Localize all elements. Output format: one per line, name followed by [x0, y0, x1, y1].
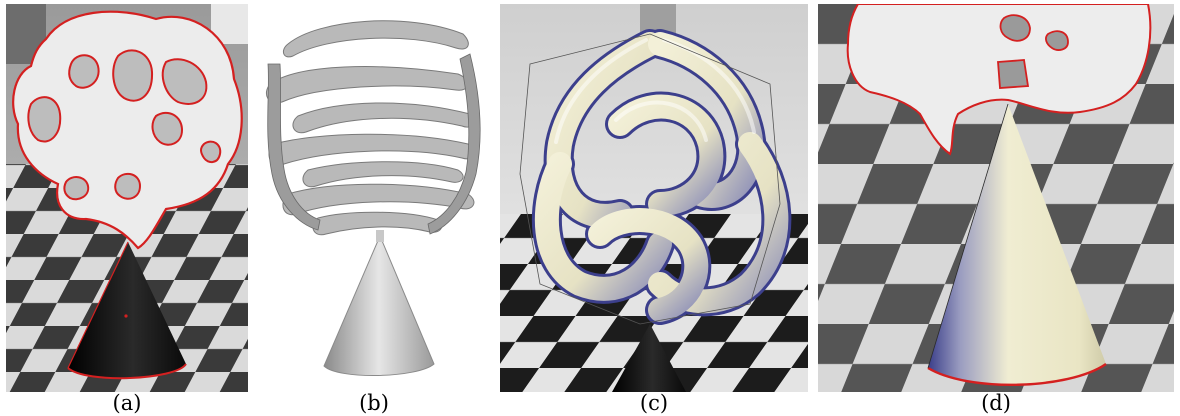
caption-b: (b) — [359, 391, 389, 415]
panel-b-reconstructed-mesh — [258, 4, 490, 392]
panel-a-photo-sculpture-contour — [6, 4, 248, 392]
panel-c-tube-render — [500, 4, 808, 392]
cone-dark — [612, 324, 686, 392]
sculpture-hole — [27, 96, 62, 143]
panel-d-image — [818, 4, 1174, 392]
sculpture-hole — [68, 54, 100, 89]
mesh-band — [302, 161, 464, 188]
sculpture-hole — [112, 49, 154, 102]
panel-c-image — [500, 4, 808, 392]
mesh-band — [292, 102, 475, 134]
sculpture-hole — [1045, 30, 1069, 51]
sculpture-hole — [63, 176, 90, 201]
mesh-band — [282, 20, 469, 58]
sculpture-hole — [114, 172, 142, 200]
cone-cream — [928, 104, 1106, 385]
caption-a: (a) — [112, 391, 142, 415]
cone-mesh — [323, 234, 435, 376]
sculpture-hole — [200, 140, 222, 164]
panel-b-image — [258, 4, 490, 392]
panel-d-composite-render — [818, 4, 1174, 392]
sculpture-hole — [161, 58, 208, 105]
caption-c: (c) — [639, 391, 669, 415]
sculpture-hole — [151, 111, 184, 146]
caption-d: (d) — [981, 391, 1011, 415]
cone-dark — [68, 242, 186, 379]
panel-a-image — [6, 4, 248, 392]
sculpture-hole — [997, 59, 1030, 89]
sculpture-hole — [999, 14, 1031, 42]
